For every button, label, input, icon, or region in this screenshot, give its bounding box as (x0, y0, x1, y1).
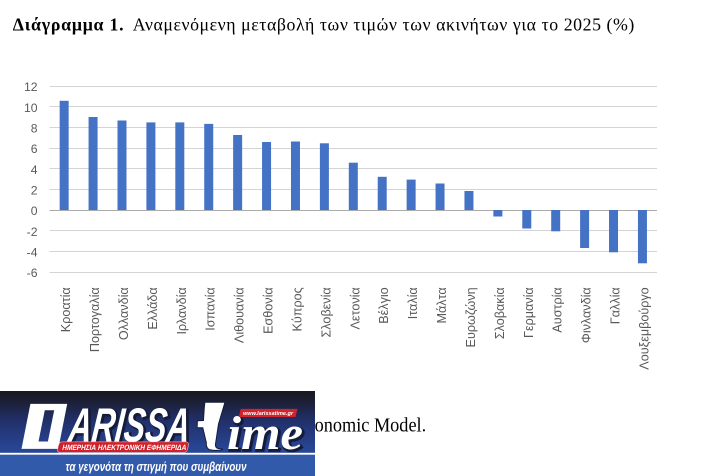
svg-text:Γαλλία: Γαλλία (609, 287, 623, 324)
svg-text:Λουξεμβούργο: Λουξεμβούργο (637, 287, 651, 369)
svg-text:Μάλτα: Μάλτα (435, 287, 449, 323)
svg-text:Λετονία: Λετονία (348, 287, 362, 329)
svg-text:12: 12 (24, 80, 38, 94)
svg-text:Φινλανδία: Φινλανδία (580, 287, 594, 343)
svg-text:Κροατία: Κροατία (59, 287, 73, 332)
svg-text:Εσθονία: Εσθονία (262, 287, 276, 334)
svg-text:Βέλγιο: Βέλγιο (377, 287, 391, 323)
svg-text:onomic Model.: onomic Model. (315, 415, 427, 436)
svg-text:4: 4 (31, 163, 38, 177)
svg-text:-6: -6 (27, 266, 38, 280)
svg-text:τα γεγονότα τη στιγμή που συμβ: τα γεγονότα τη στιγμή που συμβαίνουν (66, 459, 248, 474)
svg-text:Ιταλία: Ιταλία (406, 287, 420, 319)
svg-text:Γερμανία: Γερμανία (522, 287, 536, 338)
svg-text:Ολλανδία: Ολλανδία (117, 287, 131, 340)
svg-text:-2: -2 (27, 225, 38, 239)
svg-text:ΗΜΕΡΗΣΙΑ ΗΛΕΚΤΡΟΝΙΚΗ ΕΦΗΜΕΡΙΔΑ: ΗΜΕΡΗΣΙΑ ΗΛΕΚΤΡΟΝΙΚΗ ΕΦΗΜΕΡΙΔΑ (61, 443, 187, 452)
svg-text:6: 6 (31, 142, 38, 156)
svg-text:2: 2 (31, 183, 38, 197)
svg-text:Αυστρία: Αυστρία (551, 287, 565, 332)
svg-text:Ιρλανδία: Ιρλανδία (175, 287, 189, 334)
svg-text:Ευρωζώνη: Ευρωζώνη (464, 287, 478, 347)
svg-text:-4: -4 (27, 245, 38, 259)
svg-text:Λιθουανία: Λιθουανία (233, 287, 247, 343)
svg-text:8: 8 (31, 121, 38, 135)
svg-text:Σλοβακία: Σλοβακία (493, 287, 507, 339)
svg-text:Ελλάδα: Ελλάδα (146, 287, 160, 329)
svg-text:Ισπανία: Ισπανία (204, 287, 218, 330)
svg-text:Πορτογαλία: Πορτογαλία (88, 287, 102, 352)
svg-text:www.larissatime.gr: www.larissatime.gr (243, 411, 294, 417)
svg-text:Διάγραμμα 1.Αναμενόμενη μεταβο: Διάγραμμα 1. Αναμενόμενη μεταβολή των τιμ… (13, 15, 635, 36)
svg-text:0: 0 (31, 204, 38, 218)
svg-text:Σλοβενία: Σλοβενία (319, 287, 333, 337)
svg-text:10: 10 (24, 101, 38, 115)
svg-text:Κύπρος: Κύπρος (290, 287, 304, 331)
